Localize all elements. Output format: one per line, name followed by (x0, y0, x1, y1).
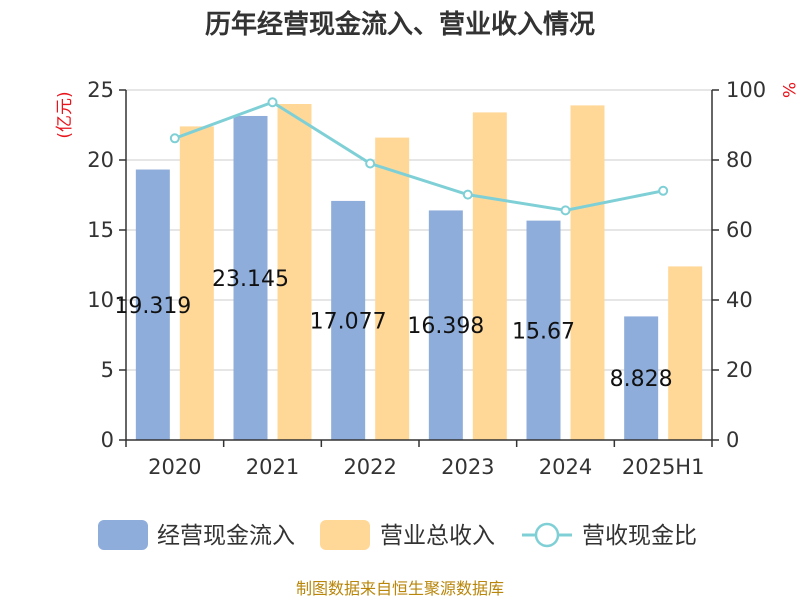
x-tick-label: 2025H1 (622, 455, 705, 479)
bar-total-revenue (375, 137, 410, 440)
data-label-cash-inflow: 19.319 (114, 294, 191, 319)
ratio-point (560, 205, 571, 216)
ratio-point (462, 189, 473, 200)
y-left-tick-label: 15 (87, 218, 114, 242)
source-note: 制图数据来自恒生聚源数据库 (296, 579, 504, 598)
x-tick-label: 2021 (246, 455, 299, 479)
bar-cash-inflow (624, 316, 659, 440)
bar-total-revenue (668, 266, 703, 440)
legend-label-cash-inflow: 经营现金流入 (157, 523, 295, 549)
y-right-tick-label: 60 (726, 218, 753, 242)
bar-cash-inflow (331, 200, 366, 440)
bar-cash-inflow (428, 210, 463, 440)
gridlines (126, 89, 712, 371)
data-labels: 19.319 23.145 17.077 16.398 15.67 8.828 (114, 267, 672, 392)
x-tick-label: 2024 (539, 455, 592, 479)
ratio-point (365, 158, 376, 169)
ratio-point (658, 185, 669, 196)
ratio-line-path (174, 100, 664, 212)
ratio-point (267, 97, 278, 108)
y-left-tick-label: 20 (87, 148, 114, 172)
legend-swatch-ratio-marker (534, 522, 560, 548)
legend-label-ratio: 营收现金比 (582, 523, 697, 549)
data-label-cash-inflow: 15.67 (512, 319, 575, 344)
y-right-tick-label: 80 (726, 148, 753, 172)
y-right-tick-label: 20 (726, 358, 753, 382)
y-right-tick-label: 0 (726, 428, 739, 452)
data-label-cash-inflow: 23.145 (212, 267, 289, 292)
axes: 0 5 10 15 20 25 0 20 40 60 80 100 2020 2021 2022 2023 20… (87, 78, 766, 479)
legend-swatch-cash-inflow (98, 520, 148, 550)
bar-cash-inflow (233, 115, 268, 440)
bar-cash-inflow (526, 220, 561, 440)
data-label-cash-inflow: 16.398 (407, 314, 484, 339)
y-right-tick-label: 100 (726, 78, 766, 102)
legend: 经营现金流入 营业总收入 营收现金比 (98, 520, 697, 550)
bar-total-revenue (277, 104, 312, 440)
bar-total-revenue (179, 126, 214, 441)
bars (135, 104, 703, 441)
data-label-cash-inflow: 8.828 (610, 367, 673, 392)
legend-swatch-total-revenue (320, 520, 370, 550)
left-axis-unit: (亿元) (55, 91, 75, 138)
data-label-cash-inflow: 17.077 (310, 309, 387, 334)
x-tick-label: 2022 (343, 455, 396, 479)
bar-total-revenue (570, 105, 605, 441)
y-left-tick-label: 0 (101, 428, 114, 452)
x-tick-label: 2020 (148, 455, 201, 479)
bar-cash-inflow (135, 169, 170, 440)
y-right-tick-label: 40 (726, 288, 753, 312)
ratio-point (169, 133, 180, 144)
bar-total-revenue (472, 112, 507, 441)
legend-label-total-revenue: 营业总收入 (380, 523, 495, 549)
y-left-tick-label: 10 (87, 288, 114, 312)
y-left-tick-label: 25 (87, 78, 114, 102)
ratio-line (169, 97, 669, 216)
x-tick-label: 2023 (441, 455, 494, 479)
y-left-tick-label: 5 (101, 358, 114, 382)
right-axis-unit: % (778, 82, 798, 98)
chart-title: 历年经营现金流入、营业收入情况 (205, 9, 595, 40)
